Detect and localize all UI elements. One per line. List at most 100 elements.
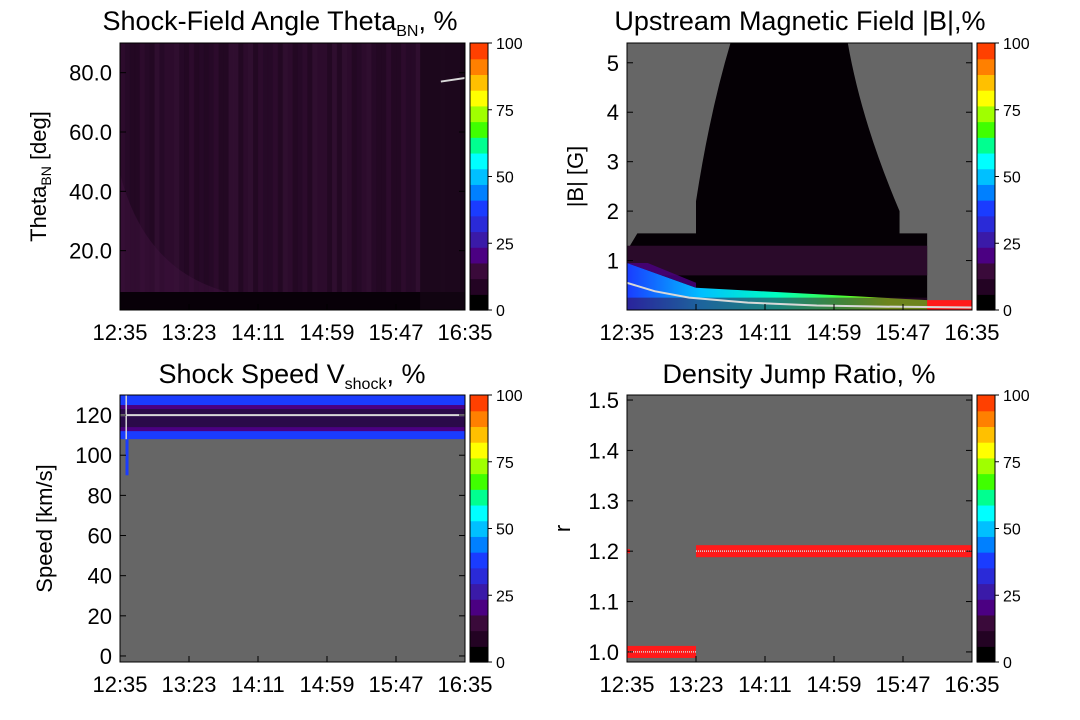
x-tick-label: 12:35 <box>599 320 654 345</box>
colorbar-step <box>977 536 995 553</box>
colorbar-step <box>470 231 488 248</box>
plot-frame <box>626 42 973 311</box>
x-tick-label: 14:11 <box>231 672 284 697</box>
heatmap-column <box>297 43 303 310</box>
panel-2: Upstream Magnetic Field |B|,% |B| [G] 1 2 3 4… <box>563 6 1030 345</box>
heatmap-column <box>361 43 367 310</box>
y-tick-label: 4 <box>607 100 619 125</box>
colorbar-step <box>977 630 995 647</box>
colorbar-step <box>470 583 488 600</box>
y-tick-label: 60 <box>88 524 112 549</box>
colorbar-step <box>977 262 995 280</box>
y-tick-label: 1 <box>607 249 619 274</box>
heatmap-column <box>371 43 377 310</box>
heatmap-column <box>351 43 358 310</box>
heatmap-column <box>312 43 318 310</box>
heatmap-column <box>307 43 313 310</box>
plot-background <box>627 395 972 662</box>
colorbar-step <box>470 442 488 459</box>
colorbar-step <box>977 105 995 123</box>
heatmap-column <box>258 43 264 310</box>
heatmap-column <box>169 43 175 310</box>
colorbar-step <box>470 410 488 428</box>
heatmap-column <box>415 43 422 310</box>
colorbar-step <box>470 168 488 185</box>
plot-area <box>627 43 972 310</box>
plot-area <box>627 395 972 662</box>
colorbar-step <box>470 473 488 490</box>
colorbar-step <box>977 184 995 201</box>
plot-frame <box>119 394 466 663</box>
x-tick-label: 15:47 <box>875 320 930 345</box>
colorbar-label: 100 <box>496 36 523 53</box>
heatmap-column <box>366 43 372 310</box>
panel-4: Density Jump Ratio, % r 1.0 1.1 1.2 1.3 1.4 1.5… <box>550 359 1030 697</box>
heatmap-column <box>134 43 141 310</box>
heatmap-column <box>124 43 131 310</box>
y-tick-label: 20.0 <box>69 239 112 264</box>
colorbar-label: 25 <box>1003 588 1021 605</box>
colorbar-label: 25 <box>1003 236 1021 253</box>
x-tick-label: 14:11 <box>738 320 791 345</box>
x-tick-label: 14:11 <box>231 320 284 345</box>
x-tick-label: 13:23 <box>161 672 216 697</box>
x-tick-label: 12:35 <box>92 672 147 697</box>
x-tick-label: 12:35 <box>599 672 654 697</box>
colorbar-label: 75 <box>1003 103 1021 120</box>
y-tick-label: 1.0 <box>588 640 619 665</box>
plot-area <box>120 43 465 310</box>
colorbar-step <box>470 614 488 632</box>
heatmap-column <box>203 43 210 310</box>
colorbar-step <box>977 489 995 506</box>
colorbar-label: 75 <box>496 455 514 472</box>
heatmap-column <box>174 43 180 310</box>
colorbar-step <box>977 473 995 490</box>
heatmap-column <box>410 43 417 310</box>
colorbar-step <box>470 152 488 170</box>
colorbar-label: 100 <box>1003 388 1030 405</box>
colorbar-step <box>977 231 995 248</box>
colorbar-step <box>470 552 488 569</box>
colorbar-step <box>977 520 995 537</box>
heatmap-column <box>331 43 338 310</box>
colorbar-label: 50 <box>496 522 514 539</box>
colorbar-step <box>977 583 995 600</box>
colorbar-step <box>470 90 488 107</box>
heatmap-column <box>179 43 185 310</box>
colorbar-step <box>470 294 488 311</box>
heatmap-column <box>396 43 402 310</box>
colorbar-step <box>977 294 995 311</box>
heatmap-band <box>120 292 465 310</box>
heatmap-column <box>262 43 269 310</box>
colorbar-label: 25 <box>496 236 514 253</box>
plot-frame <box>626 394 973 663</box>
colorbar-label: 0 <box>496 655 505 672</box>
colorbar-label: 100 <box>1003 36 1030 53</box>
colorbar-step <box>977 442 995 459</box>
colorbar-step <box>470 630 488 647</box>
colorbar-step <box>977 646 995 663</box>
heatmap-column <box>193 43 200 310</box>
colorbar-step <box>470 43 488 60</box>
y-tick-label: 40.0 <box>69 179 112 204</box>
panel-title: Shock Speed Vshock, % <box>159 359 426 393</box>
y-axis-label: |B| [G] <box>563 146 588 208</box>
heatmap-column <box>336 43 343 310</box>
heatmap-column <box>253 43 259 310</box>
heatmap-red <box>927 300 972 310</box>
heatmap-column <box>159 43 165 310</box>
colorbar-step <box>470 426 488 443</box>
heatmap-band-core <box>120 409 465 428</box>
colorbar-step <box>470 262 488 280</box>
colorbar-step <box>470 395 488 412</box>
y-tick-label: 3 <box>607 150 619 175</box>
heatmap-column <box>243 43 249 310</box>
colorbar-step <box>470 278 488 295</box>
y-tick-label: 1.3 <box>588 489 619 514</box>
heatmap-column <box>120 43 126 310</box>
y-tick-label: 20 <box>88 604 112 629</box>
x-tick-label: 16:35 <box>944 672 999 697</box>
x-tick-label: 14:11 <box>738 672 791 697</box>
colorbar-step <box>977 247 995 264</box>
